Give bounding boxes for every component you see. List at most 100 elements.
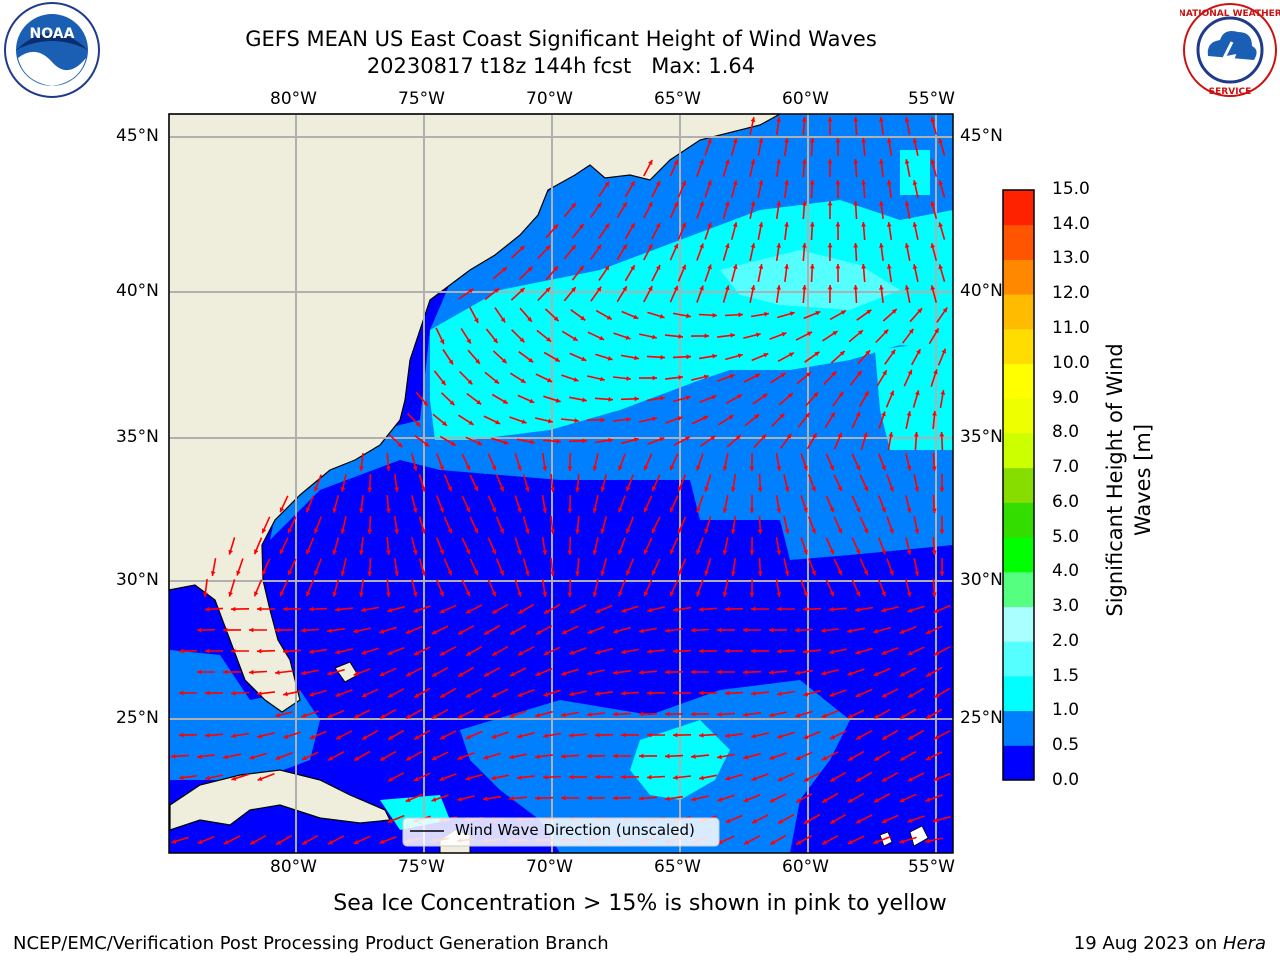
direction-arrowhead xyxy=(769,797,775,803)
direction-arrowhead xyxy=(847,628,852,634)
direction-arrowhead xyxy=(776,508,782,513)
direction-arrowhead xyxy=(776,201,781,206)
direction-arrowhead xyxy=(735,435,741,440)
direction-arrowhead xyxy=(494,288,499,293)
direction-arrowhead xyxy=(421,486,426,492)
direction-arrowhead xyxy=(904,285,910,290)
direction-arrowhead xyxy=(327,628,332,633)
direction-arrowhead xyxy=(803,606,808,612)
direction-arrowhead xyxy=(941,348,946,354)
direction-arrowhead xyxy=(660,395,665,401)
direction-arrowhead xyxy=(732,222,738,228)
direction-arrowhead xyxy=(249,669,254,675)
colorbar-cell xyxy=(1003,537,1034,573)
direction-arrowhead xyxy=(761,434,767,440)
direction-arrowhead xyxy=(805,412,810,418)
lon-label-top: 65°W xyxy=(654,89,701,109)
direction-arrowhead xyxy=(388,777,394,782)
direction-arrowhead xyxy=(803,734,809,739)
direction-arrowhead xyxy=(432,714,438,719)
direction-arrowhead xyxy=(712,312,717,318)
direction-arrowhead xyxy=(359,592,364,597)
direction-arrowhead xyxy=(465,549,471,555)
direction-arrowhead xyxy=(647,774,652,780)
direction-arrowhead xyxy=(643,507,649,513)
direction-arrowhead xyxy=(731,529,736,534)
direction-arrowhead xyxy=(458,630,464,635)
direction-arrowhead xyxy=(751,648,756,654)
svg-text:NATIONAL WEATHER: NATIONAL WEATHER xyxy=(1180,9,1280,19)
direction-arrowhead xyxy=(699,732,704,738)
direction-arrowhead xyxy=(458,714,463,719)
direction-arrowhead xyxy=(279,549,285,555)
direction-arrowhead xyxy=(665,753,670,759)
direction-arrowhead xyxy=(306,549,311,555)
direction-arrowhead xyxy=(711,395,717,400)
direction-arrowhead xyxy=(938,180,943,186)
direction-arrowhead xyxy=(283,649,288,654)
colorbar-tick: 14.0 xyxy=(1052,214,1090,234)
direction-arrowhead xyxy=(681,222,686,228)
direction-arrowhead xyxy=(596,202,602,208)
direction-arrowhead xyxy=(881,607,887,613)
direction-arrowhead xyxy=(829,507,835,513)
direction-arrowhead xyxy=(855,465,861,471)
direction-arrowhead xyxy=(725,159,730,165)
direction-arrowhead xyxy=(722,466,728,471)
direction-arrowhead xyxy=(743,754,749,760)
direction-arrowhead xyxy=(743,712,748,717)
direction-arrowhead xyxy=(732,264,738,270)
direction-arrowhead xyxy=(626,376,631,381)
direction-arrowhead xyxy=(335,649,340,655)
direction-arrowhead xyxy=(592,466,598,471)
direction-arrowhead xyxy=(837,486,843,492)
direction-arrowhead xyxy=(361,692,367,698)
direction-arrowhead xyxy=(484,672,490,677)
direction-arrowhead xyxy=(491,549,496,555)
direction-arrowhead xyxy=(468,288,474,294)
direction-arrowhead xyxy=(250,840,256,845)
colorbar-cell xyxy=(1003,502,1034,538)
direction-arrowhead xyxy=(861,222,866,227)
direction-arrowhead xyxy=(751,776,757,781)
direction-arrowhead xyxy=(778,819,784,824)
direction-arrowhead xyxy=(809,180,815,185)
direction-arrowhead xyxy=(575,487,580,492)
direction-arrowhead xyxy=(874,756,880,761)
direction-arrowhead xyxy=(665,796,670,802)
direction-arrowhead xyxy=(386,466,391,471)
colorbar-cell xyxy=(1003,224,1034,260)
direction-arrowhead xyxy=(553,224,558,230)
direction-arrowhead xyxy=(412,591,418,597)
direction-arrowhead xyxy=(465,776,471,781)
lat-label-left: 40°N xyxy=(116,281,159,301)
lon-label-bottom: 80°W xyxy=(270,857,317,877)
direction-arrowhead xyxy=(362,735,368,740)
lon-label-top: 60°W xyxy=(782,89,829,109)
direction-arrowhead xyxy=(412,549,418,555)
direction-arrowhead xyxy=(925,629,931,635)
direction-arrowhead xyxy=(908,735,914,740)
colorbar-tick: 10.0 xyxy=(1052,353,1090,373)
direction-arrowhead xyxy=(853,117,859,122)
direction-arrowhead xyxy=(673,732,678,738)
land-masses xyxy=(168,113,929,854)
direction-arrowhead xyxy=(359,466,364,471)
direction-arrowhead xyxy=(784,138,789,143)
direction-arrowhead xyxy=(604,265,610,271)
direction-arrowhead xyxy=(839,351,845,356)
direction-arrowhead xyxy=(769,627,774,633)
direction-arrowhead xyxy=(795,713,801,718)
direction-arrowhead xyxy=(465,734,471,739)
colorbar-tick: 4.0 xyxy=(1052,561,1080,581)
direction-arrowhead xyxy=(749,466,755,471)
direction-arrowhead xyxy=(882,777,888,782)
direction-arrowhead xyxy=(543,774,548,780)
direction-arrowhead xyxy=(414,735,420,740)
direction-arrowhead xyxy=(925,838,930,844)
lat-label-left: 35°N xyxy=(116,427,159,447)
direction-arrowhead xyxy=(811,570,816,576)
direction-arrowhead xyxy=(309,692,315,697)
direction-arrowhead xyxy=(665,711,670,717)
direction-arrowhead xyxy=(847,839,853,845)
